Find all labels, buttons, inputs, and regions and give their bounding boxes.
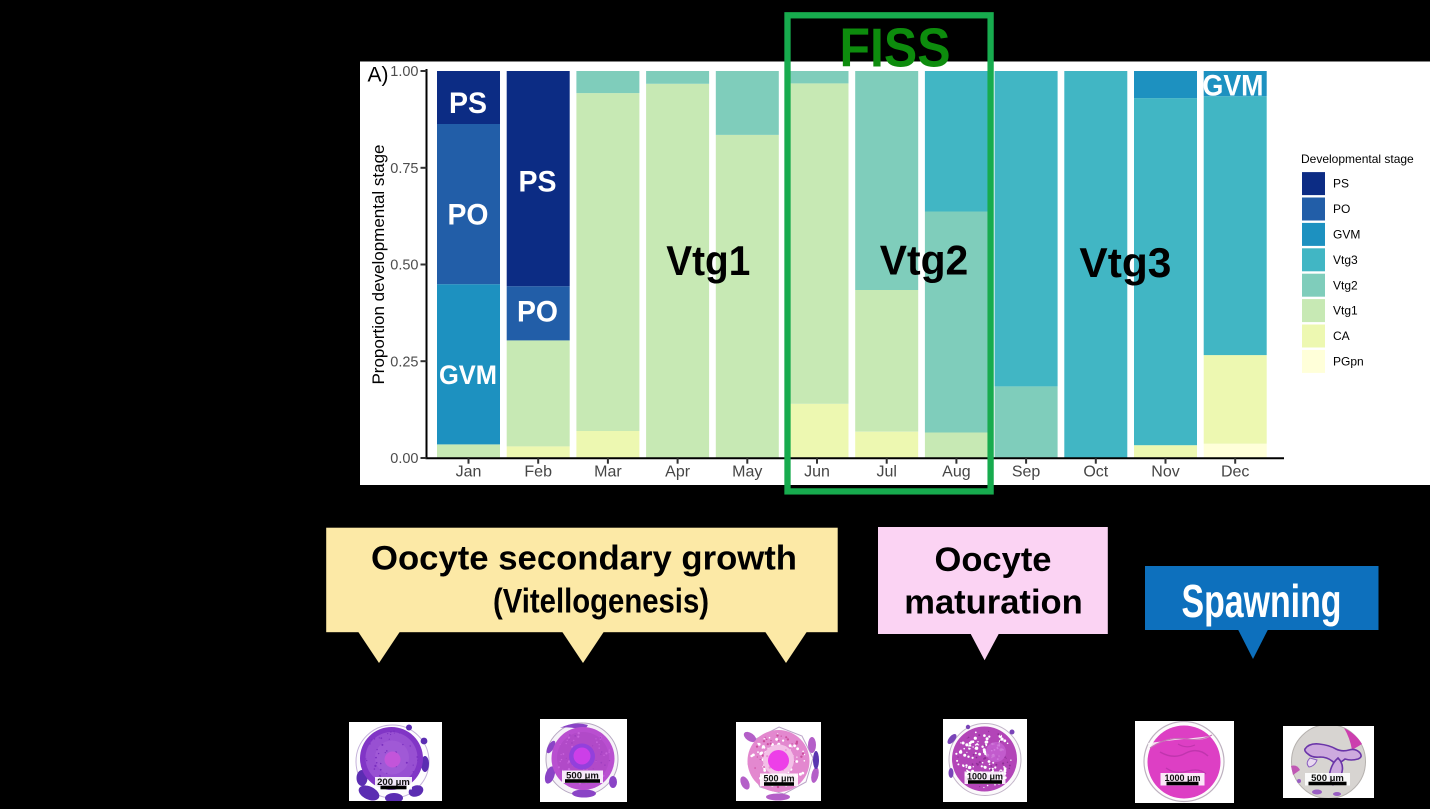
svg-text:500 μm: 500 μm — [763, 773, 794, 783]
svg-text:Oocyte secondary growth: Oocyte secondary growth — [371, 540, 797, 578]
svg-text:500 μm: 500 μm — [566, 770, 599, 781]
svg-text:Jan: Jan — [456, 464, 482, 481]
svg-text:GVM: GVM — [1203, 69, 1264, 102]
svg-text:Oct: Oct — [1083, 464, 1108, 481]
svg-text:Feb: Feb — [524, 464, 552, 481]
svg-text:Apr: Apr — [665, 464, 691, 481]
svg-text:Vtg1: Vtg1 — [1333, 304, 1358, 318]
svg-text:GVM: GVM — [439, 360, 497, 390]
svg-text:0.50: 0.50 — [390, 258, 418, 274]
svg-text:0.75: 0.75 — [390, 161, 418, 177]
svg-text:CA: CA — [1333, 329, 1350, 343]
svg-text:Mar: Mar — [594, 464, 622, 481]
svg-text:Vtg3: Vtg3 — [1333, 253, 1358, 267]
svg-text:Developmental stage: Developmental stage — [1301, 152, 1414, 166]
svg-text:Oocyte: Oocyte — [935, 541, 1052, 579]
svg-text:1000 μm: 1000 μm — [1164, 773, 1200, 783]
svg-text:May: May — [732, 464, 762, 481]
svg-text:A): A) — [368, 64, 389, 87]
svg-text:FISS: FISS — [840, 16, 951, 78]
svg-text:0.00: 0.00 — [390, 451, 418, 467]
svg-text:Nov: Nov — [1151, 464, 1179, 481]
svg-text:PO: PO — [517, 296, 558, 329]
svg-text:(Vitellogenesis): (Vitellogenesis) — [493, 582, 709, 620]
svg-text:Jul: Jul — [876, 464, 896, 481]
svg-text:maturation: maturation — [904, 584, 1083, 622]
svg-text:500 μm: 500 μm — [1311, 773, 1344, 784]
svg-text:PS: PS — [1333, 177, 1349, 191]
svg-text:0.25: 0.25 — [390, 354, 418, 370]
svg-text:Spawning: Spawning — [1182, 575, 1342, 627]
svg-text:Vtg2: Vtg2 — [1333, 278, 1358, 292]
svg-text:Vtg3: Vtg3 — [1079, 239, 1171, 286]
svg-text:Vtg1: Vtg1 — [666, 237, 750, 284]
svg-text:200 μm: 200 μm — [377, 777, 410, 788]
svg-text:1.00: 1.00 — [390, 64, 418, 80]
svg-text:Jun: Jun — [804, 464, 830, 481]
svg-text:Aug: Aug — [942, 464, 970, 481]
svg-text:Dec: Dec — [1221, 464, 1249, 481]
svg-text:PO: PO — [448, 199, 489, 232]
svg-text:PS: PS — [519, 166, 557, 199]
svg-text:Sep: Sep — [1012, 464, 1041, 481]
svg-text:PGpn: PGpn — [1333, 355, 1364, 369]
svg-text:GVM: GVM — [1333, 228, 1360, 242]
svg-text:PS: PS — [449, 87, 487, 120]
svg-text:PO: PO — [1333, 202, 1350, 216]
svg-text:Proportion developmental stage: Proportion developmental stage — [369, 144, 388, 384]
svg-text:1000 μm: 1000 μm — [967, 771, 1003, 781]
svg-text:Vtg2: Vtg2 — [880, 237, 969, 284]
